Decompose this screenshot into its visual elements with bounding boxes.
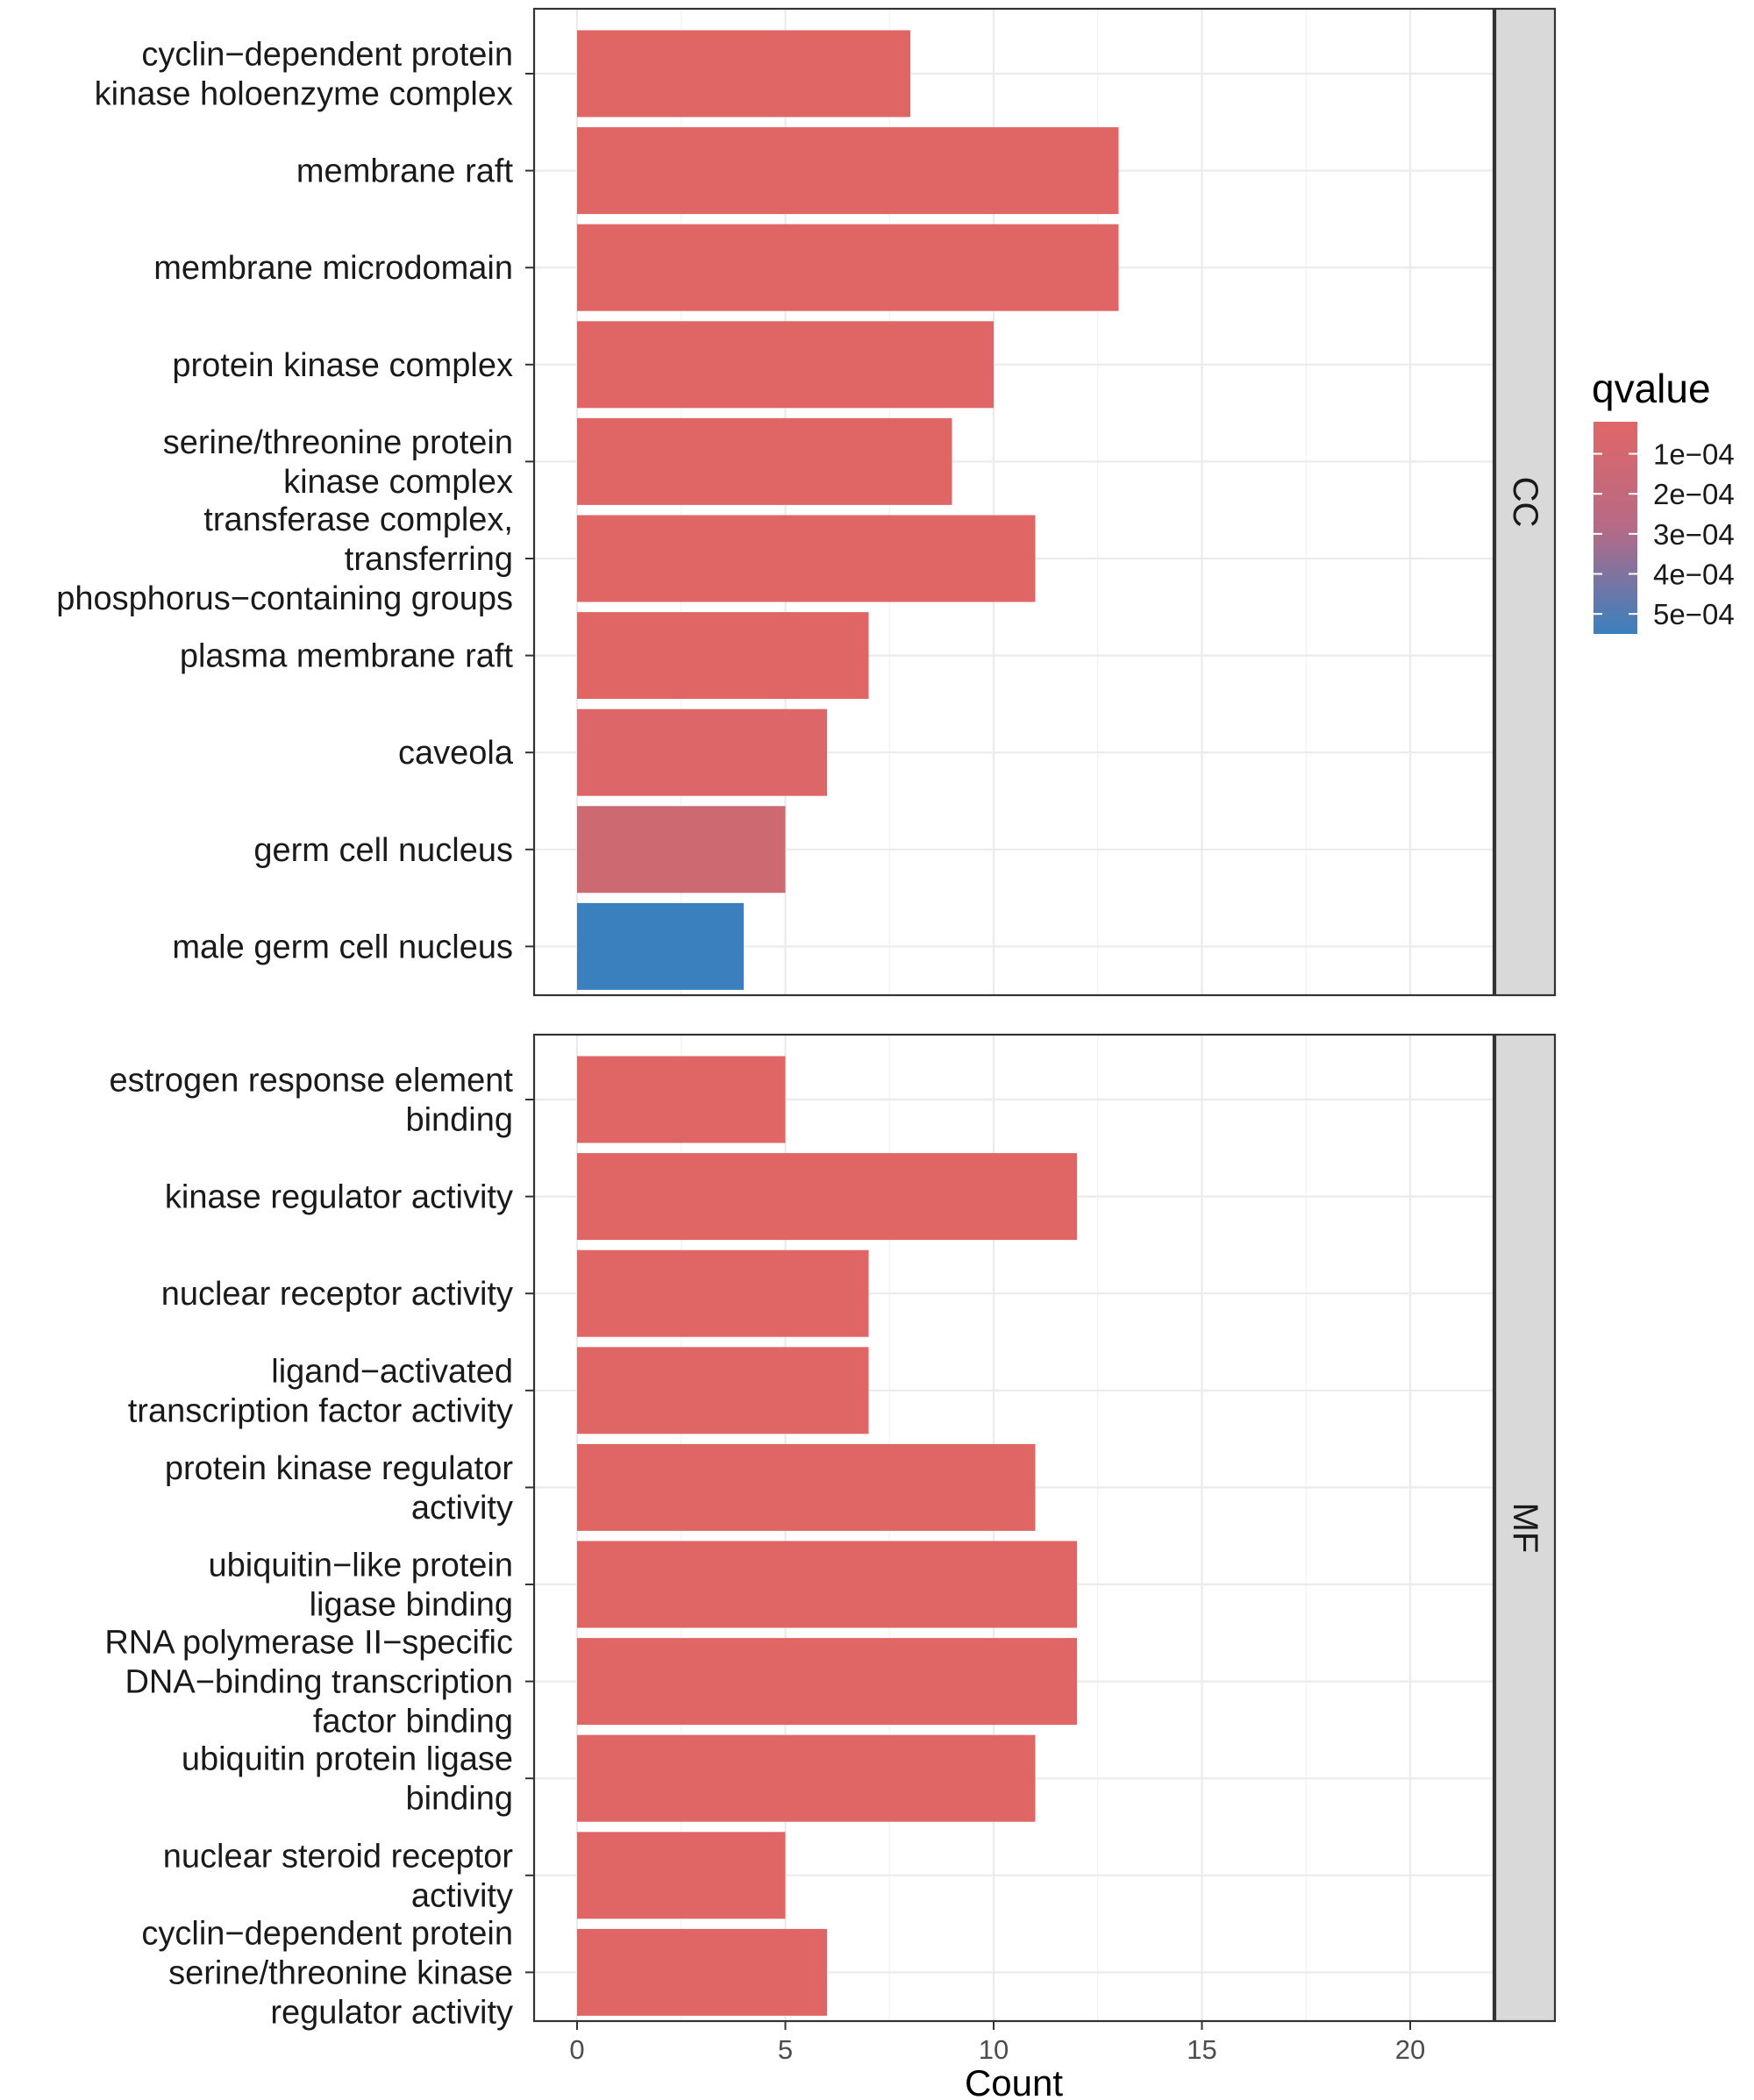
panel-border: [532, 1033, 1495, 2023]
bar: [577, 1249, 869, 1337]
bar: [577, 1153, 1077, 1241]
legend-label: 4e−04: [1653, 559, 1735, 591]
facet-strip: [1494, 1033, 1557, 2023]
y-tick-label: serine/threonine protein kinase complex: [163, 424, 513, 501]
y-tick-label: nuclear receptor activity: [161, 1276, 513, 1313]
legend-label: 1e−04: [1653, 438, 1735, 471]
y-tick-label: germ cell nucleus: [253, 832, 513, 869]
bar: [577, 1734, 1036, 1822]
y-tick-label: membrane raft: [296, 153, 514, 190]
x-axis-title: Count: [965, 2062, 1063, 2100]
bar: [577, 1928, 827, 2016]
bar: [577, 417, 952, 505]
legend-label: 5e−04: [1653, 598, 1735, 630]
bar: [577, 1638, 1077, 1726]
y-tick-label: protein kinase complex: [172, 347, 513, 384]
x-tick-label: 10: [979, 2034, 1009, 2065]
x-tick-label: 15: [1187, 2034, 1216, 2065]
facet-strip-label: CC: [1506, 477, 1544, 528]
legend-label: 2e−04: [1653, 478, 1735, 510]
y-tick-label: caveola: [398, 735, 514, 772]
legend-colorbar: [1594, 422, 1637, 634]
bar: [577, 806, 786, 893]
y-tick-label: ubiquitin−like protein ligase binding: [208, 1548, 513, 1624]
x-tick-label: 20: [1395, 2034, 1425, 2065]
bar: [577, 224, 1119, 311]
facet-strip: [1494, 7, 1557, 997]
y-tick-label: ubiquitin protein ligase binding: [182, 1741, 513, 1818]
bar: [577, 1347, 869, 1434]
y-tick-label: estrogen response element binding: [109, 1063, 513, 1139]
y-tick-label: kinase regulator activity: [165, 1179, 513, 1216]
bar: [577, 1056, 786, 1143]
legend-title: qvalue: [1592, 366, 1711, 411]
y-tick-label: cyclin−dependent protein serine/threonine…: [141, 1915, 513, 2031]
bar: [577, 1443, 1036, 1531]
bar: [577, 1832, 786, 1919]
facet-strip-label: MF: [1506, 1503, 1544, 1554]
x-tick-label: 5: [778, 2034, 793, 2065]
y-tick-label: transferase complex, transferring phosphor…: [56, 502, 513, 617]
bar: [577, 708, 827, 796]
y-tick-label: protein kinase regulator activity: [165, 1450, 513, 1527]
y-tick-label: male germ cell nucleus: [172, 929, 513, 965]
bar: [577, 612, 869, 700]
bar: [577, 127, 1119, 215]
y-tick-label: plasma membrane raft: [180, 638, 514, 675]
bar: [577, 1541, 1077, 1628]
bar: [577, 902, 744, 990]
y-tick-label: membrane microdomain: [153, 250, 513, 287]
x-tick-label: 0: [569, 2034, 584, 2065]
panel-mf: estrogen response element binding kinase r…: [104, 1033, 1557, 2031]
qvalue-legend: qvalue 1e−04 2e−04 3e−04 4e−04 5e−04: [1592, 366, 1735, 634]
panel-cc: cyclin−dependent protein kinase holoenzym…: [56, 7, 1557, 997]
legend-label: 3e−04: [1653, 518, 1735, 551]
panel-border: [532, 7, 1495, 997]
bar: [577, 321, 994, 409]
bar: [577, 30, 910, 117]
x-axis: 0 5 10 15 20: [569, 2021, 1425, 2065]
bar: [577, 515, 1036, 602]
y-tick-label: ligand−activated transcription factor act…: [128, 1353, 513, 1429]
y-tick-label: RNA polymerase II−specific DNA−binding tr…: [104, 1625, 513, 1741]
y-tick-label: cyclin−dependent protein kinase holoenzym…: [95, 37, 513, 113]
y-tick-label: nuclear steroid receptor activity: [163, 1838, 514, 1914]
facet-panels: cyclin−dependent protein kinase holoenzym…: [56, 7, 1557, 2031]
